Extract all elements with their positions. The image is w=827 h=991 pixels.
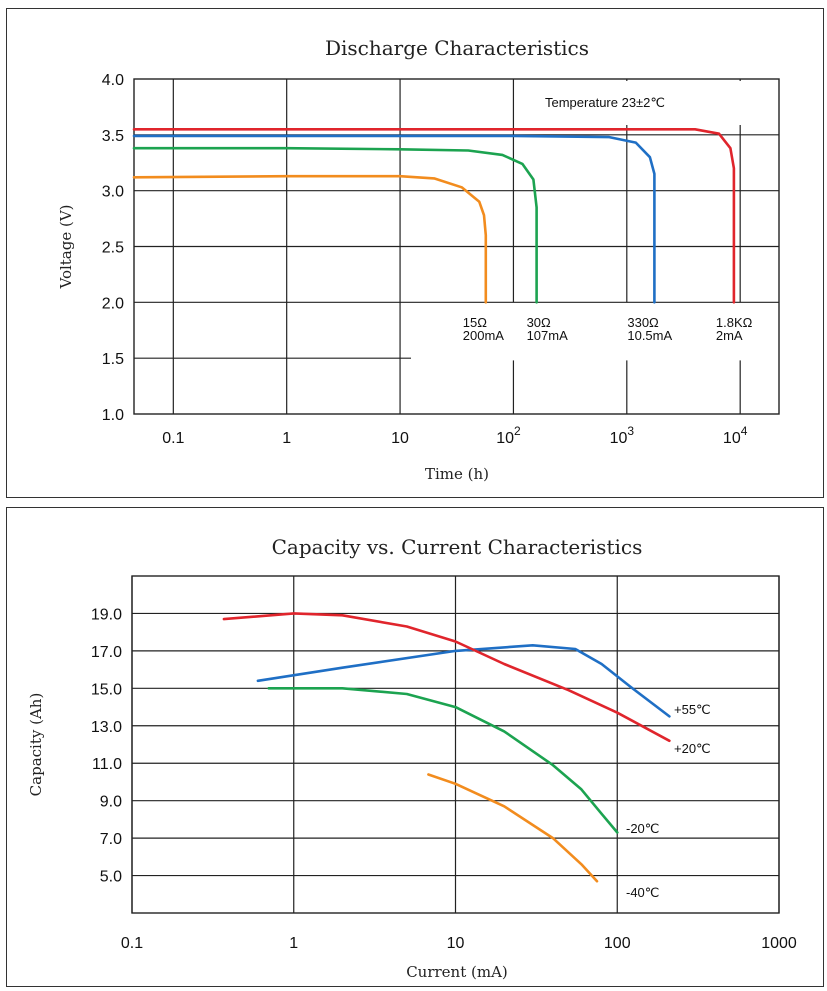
y-tick-label: 5.0 xyxy=(100,869,122,886)
series-label: 30Ω xyxy=(527,315,551,330)
temperature-annotation: Temperature 23±2℃ xyxy=(545,95,665,110)
y-tick-label: 3.5 xyxy=(102,128,124,145)
x-tick-label: 0.1 xyxy=(162,430,184,447)
y-tick-label: 11.0 xyxy=(92,756,122,773)
x-tick-label: 1000 xyxy=(761,935,797,952)
discharge-chart: Discharge Characteristics 1.0 1.5 2.0 2.5 3.0… xyxy=(57,36,780,483)
series-label: +20℃ xyxy=(674,741,711,756)
series-label: 10.5mA xyxy=(627,328,672,343)
chart-title: Discharge Characteristics xyxy=(325,36,589,60)
x-axis-label: Current (mA) xyxy=(406,963,508,981)
x-tick-label: 10 xyxy=(447,935,465,952)
y-tick-label: 1.5 xyxy=(102,351,124,368)
x-tick-label: 100 xyxy=(604,935,631,952)
series-label: 200mA xyxy=(463,328,505,343)
series-line xyxy=(256,644,671,718)
series-line xyxy=(267,687,619,834)
x-tick-label: 10 xyxy=(391,430,409,447)
series-line xyxy=(132,128,736,304)
chart-title: Capacity vs. Current Characteristics xyxy=(272,535,643,559)
capacity-chart-panel: Capacity vs. Current Characteristics 5.0 7… xyxy=(6,507,824,987)
series-line xyxy=(132,134,656,304)
series-line xyxy=(222,612,671,743)
discharge-chart-panel: Discharge Characteristics 1.0 1.5 2.0 2.5 3.0… xyxy=(6,8,824,498)
x-tick-label: 0.1 xyxy=(121,935,143,952)
series-label: 330Ω xyxy=(627,315,659,330)
series-line xyxy=(132,174,488,304)
x-tick-label: 103 xyxy=(610,424,635,447)
series-label: -40℃ xyxy=(626,885,659,900)
y-tick-label: 2.5 xyxy=(102,240,124,257)
y-tick-label: 2.0 xyxy=(102,295,124,312)
y-tick-label: 15.0 xyxy=(91,681,122,698)
y-tick-label: 3.0 xyxy=(102,184,124,201)
x-tick-label: 1 xyxy=(282,430,291,447)
series-line xyxy=(427,773,599,883)
y-tick-label: 1.0 xyxy=(102,407,124,424)
y-tick-label: 19.0 xyxy=(91,606,122,623)
series-line xyxy=(132,146,538,304)
x-tick-label: 102 xyxy=(496,424,521,447)
plot-frame xyxy=(133,78,780,415)
capacity-chart: Capacity vs. Current Characteristics 5.0 7… xyxy=(27,535,797,981)
y-tick-label: 7.0 xyxy=(100,831,122,848)
plot-frame xyxy=(131,575,780,914)
series-label: 1.8KΩ xyxy=(716,315,753,330)
series-label: 107mA xyxy=(527,328,569,343)
x-axis-label: Time (h) xyxy=(425,465,489,483)
series-label: -20℃ xyxy=(626,821,659,836)
y-axis-label: Voltage (V) xyxy=(57,204,75,289)
series-label: +55℃ xyxy=(674,702,711,717)
series-label: 15Ω xyxy=(463,315,487,330)
y-tick-label: 13.0 xyxy=(91,719,122,736)
y-tick-label: 4.0 xyxy=(102,72,124,89)
x-tick-label: 104 xyxy=(723,424,748,447)
series-label: 2mA xyxy=(716,328,743,343)
annotation-box xyxy=(539,81,775,125)
y-tick-label: 17.0 xyxy=(91,644,122,661)
y-tick-label: 9.0 xyxy=(100,794,122,811)
y-axis-label: Capacity (Ah) xyxy=(27,693,45,797)
x-tick-label: 1 xyxy=(289,935,298,952)
